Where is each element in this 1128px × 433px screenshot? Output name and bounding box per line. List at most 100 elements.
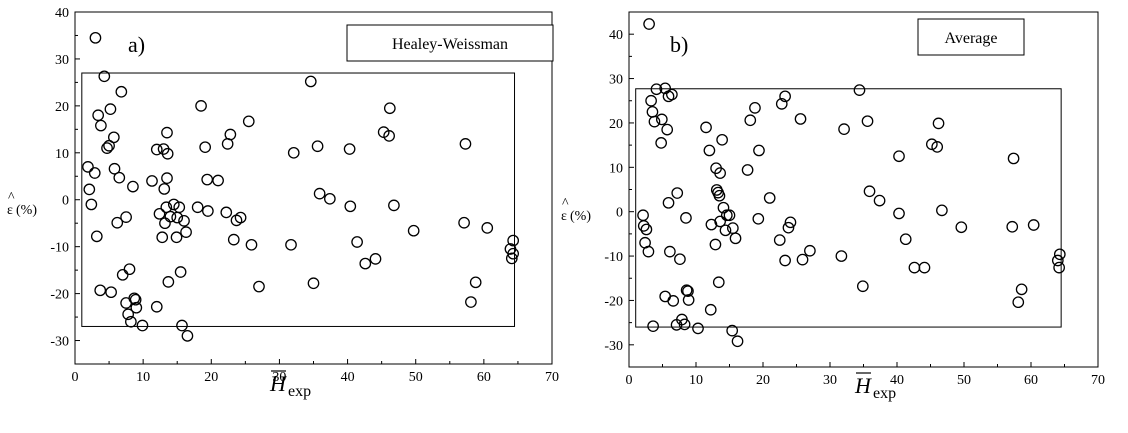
data-point bbox=[359, 257, 372, 270]
legend-text: Average bbox=[945, 30, 998, 47]
y-tick-label: -20 bbox=[50, 288, 69, 303]
data-point bbox=[647, 320, 659, 333]
data-point bbox=[180, 226, 192, 238]
data-point bbox=[661, 123, 674, 136]
data-point bbox=[1007, 152, 1020, 165]
y-tick-label: -20 bbox=[604, 294, 623, 309]
data-point bbox=[227, 233, 240, 246]
data-point bbox=[162, 276, 175, 288]
y-tick-label: 0 bbox=[62, 194, 69, 209]
data-point bbox=[127, 180, 139, 193]
data-point bbox=[712, 276, 725, 289]
data-point bbox=[83, 183, 96, 196]
data-point bbox=[388, 199, 400, 212]
data-point bbox=[383, 102, 396, 115]
y-label-unit: (%) bbox=[570, 209, 591, 224]
data-point bbox=[731, 335, 744, 348]
x-label-symbol: H bbox=[854, 373, 872, 398]
data-point bbox=[160, 201, 173, 214]
data-point bbox=[835, 250, 848, 262]
data-point bbox=[201, 173, 214, 186]
data-point bbox=[313, 187, 326, 200]
data-point bbox=[709, 238, 722, 251]
data-point bbox=[838, 123, 850, 135]
data-point bbox=[164, 210, 177, 223]
data-point bbox=[1051, 254, 1064, 267]
x-tick-label: 0 bbox=[72, 370, 79, 385]
x-tick-label: 50 bbox=[957, 373, 971, 388]
data-point bbox=[343, 143, 356, 155]
data-point bbox=[784, 216, 797, 229]
y-tick-label: 0 bbox=[616, 206, 623, 221]
data-point bbox=[505, 252, 518, 265]
x-tick-label: 60 bbox=[1024, 373, 1038, 388]
data-point bbox=[161, 147, 174, 160]
data-point bbox=[104, 103, 117, 116]
data-point bbox=[90, 230, 103, 243]
data-point bbox=[893, 150, 905, 163]
y-label-unit: (%) bbox=[16, 203, 37, 218]
data-point bbox=[129, 293, 142, 306]
x-tick-label: 60 bbox=[477, 370, 491, 385]
data-point bbox=[113, 171, 126, 184]
data-point bbox=[161, 126, 173, 139]
x-label-subscript: exp bbox=[873, 385, 896, 402]
plot-frame bbox=[74, 11, 553, 365]
data-point bbox=[752, 212, 765, 225]
y-tick-label: -10 bbox=[604, 250, 623, 265]
data-point bbox=[680, 212, 692, 224]
data-point bbox=[640, 223, 653, 236]
data-point bbox=[161, 172, 173, 184]
data-point bbox=[108, 162, 121, 175]
data-point bbox=[931, 141, 944, 153]
data-point bbox=[153, 207, 166, 220]
data-point bbox=[873, 194, 886, 207]
data-point bbox=[726, 324, 739, 337]
y-tick-label: 10 bbox=[55, 147, 69, 162]
data-point bbox=[662, 90, 675, 103]
data-point bbox=[146, 175, 158, 187]
data-point bbox=[856, 280, 869, 293]
data-point bbox=[212, 174, 224, 187]
data-point bbox=[893, 207, 905, 220]
data-point bbox=[667, 295, 680, 307]
data-point bbox=[646, 105, 659, 118]
data-point bbox=[741, 164, 754, 176]
data-point bbox=[719, 224, 732, 237]
data-point bbox=[662, 196, 675, 209]
data-point bbox=[899, 233, 912, 246]
data-point bbox=[674, 253, 686, 266]
data-point bbox=[111, 216, 124, 229]
y-tick-label: 40 bbox=[55, 6, 69, 21]
x-tick-label: 70 bbox=[1091, 373, 1105, 388]
data-point bbox=[853, 84, 866, 96]
data-point bbox=[107, 131, 120, 144]
x-tick-label: 10 bbox=[136, 370, 150, 385]
data-point bbox=[307, 277, 320, 290]
data-point bbox=[94, 284, 107, 297]
data-point bbox=[469, 276, 482, 289]
data-point bbox=[763, 192, 776, 204]
data-point bbox=[242, 115, 255, 128]
x-label-symbol: H bbox=[269, 371, 287, 396]
data-point bbox=[383, 130, 395, 142]
data-point bbox=[717, 201, 730, 214]
data-point bbox=[794, 113, 807, 125]
data-point bbox=[253, 280, 265, 293]
data-point bbox=[1015, 283, 1028, 296]
data-point bbox=[936, 204, 948, 217]
data-point bbox=[918, 261, 931, 274]
data-point bbox=[459, 138, 472, 150]
data-point bbox=[89, 31, 102, 44]
data-point bbox=[101, 142, 113, 154]
data-point bbox=[150, 300, 163, 313]
legend-text: Healey-Weissman bbox=[392, 36, 508, 53]
data-point bbox=[779, 90, 791, 103]
data-point bbox=[507, 247, 520, 260]
data-point bbox=[703, 144, 716, 157]
data-point bbox=[220, 206, 233, 219]
data-point bbox=[507, 234, 520, 247]
data-point bbox=[925, 138, 938, 151]
panel-a: 0 10 20 30 40 50 60 70 -30 -20 -10 0 10 20 30 40 Healey-… bbox=[7, 6, 559, 400]
